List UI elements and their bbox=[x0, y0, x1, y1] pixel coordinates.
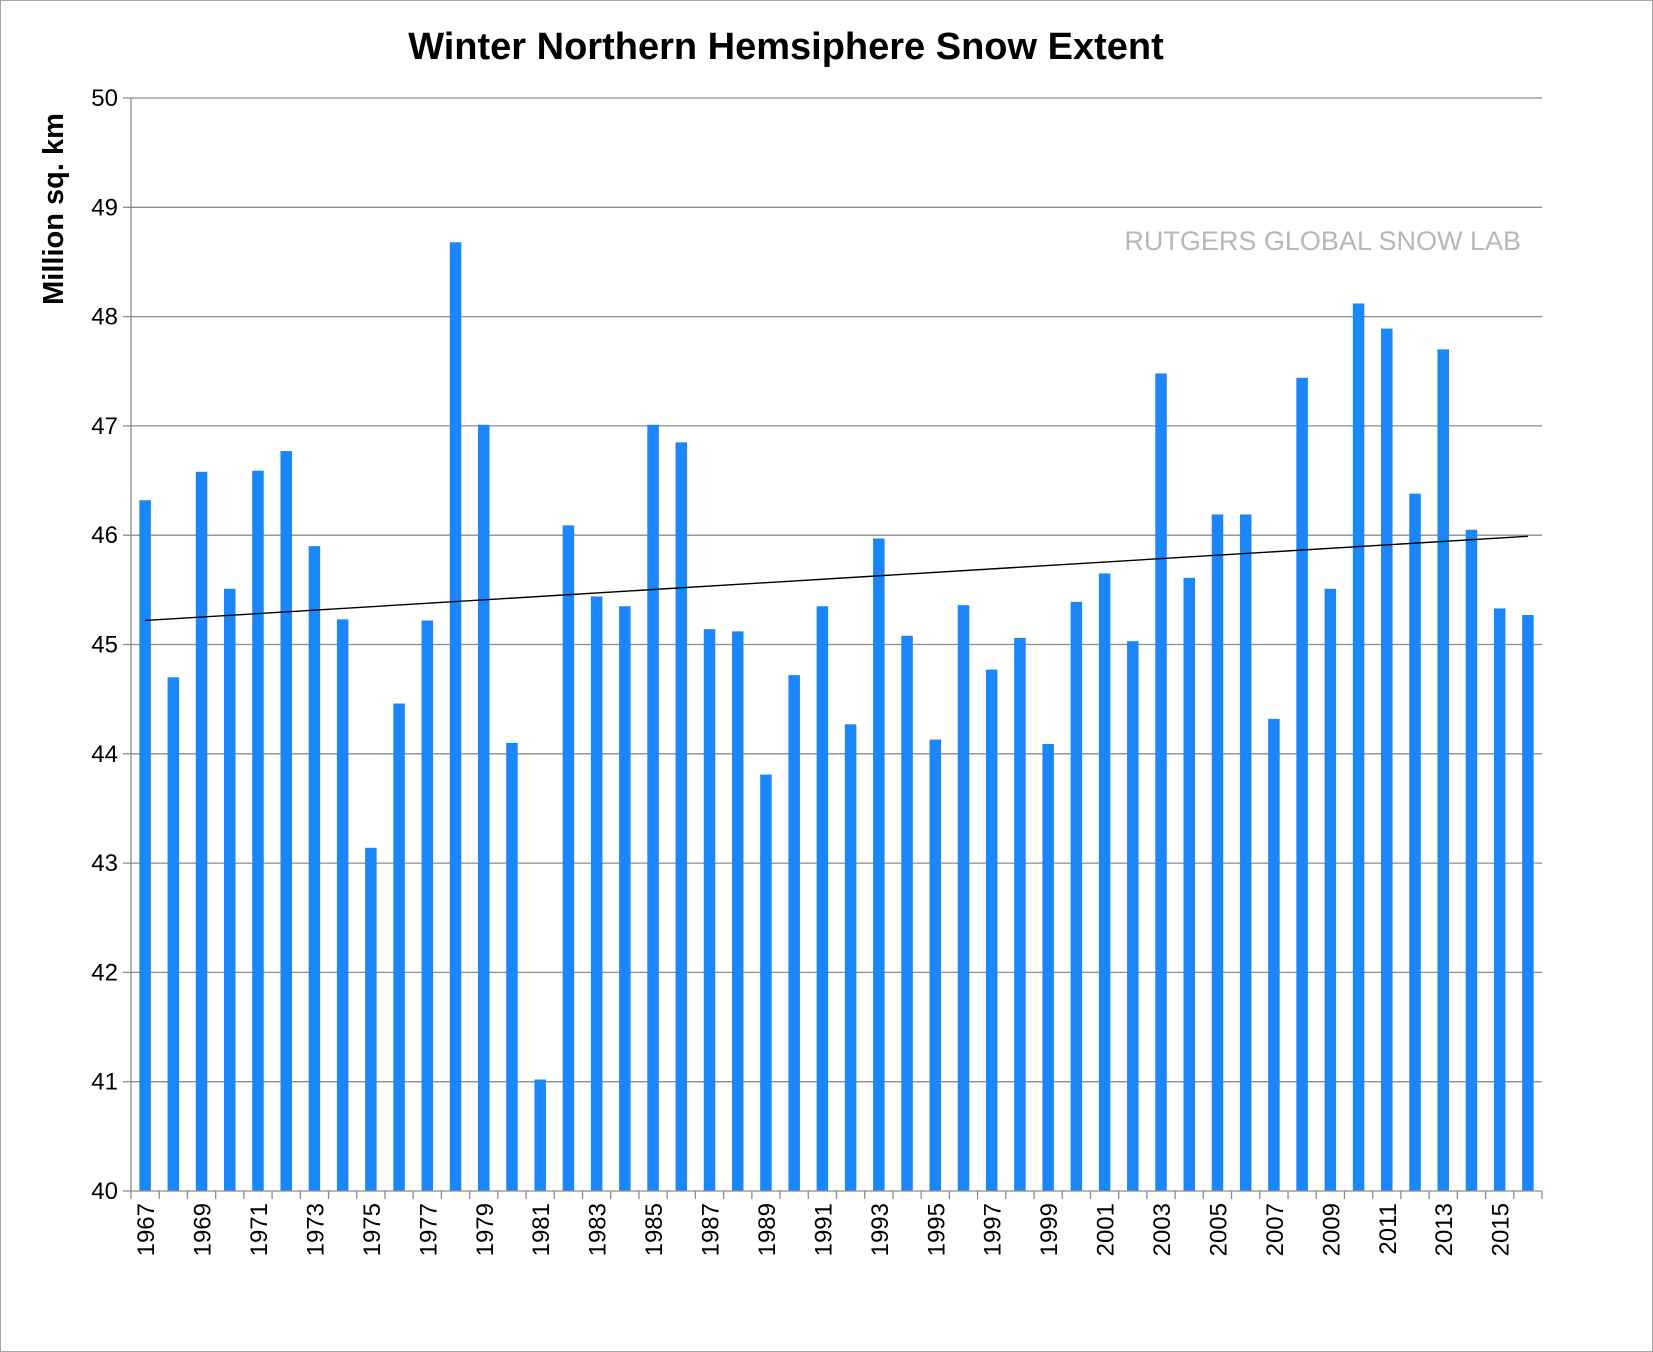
bar-2010 bbox=[1352, 303, 1365, 1191]
chart-title: Winter Northern Hemsiphere Snow Extent bbox=[408, 26, 1164, 68]
bar-1978 bbox=[449, 242, 462, 1191]
x-tick-label: 1979 bbox=[472, 1203, 499, 1256]
bar-1991 bbox=[816, 606, 829, 1191]
y-tick-labels: 40 41 42 43 44 45 46 47 48 49 50 bbox=[91, 85, 118, 1205]
bar-1989 bbox=[760, 774, 772, 1191]
bar-2014 bbox=[1465, 529, 1478, 1191]
x-tick-label: 1975 bbox=[359, 1203, 386, 1256]
bar-1990 bbox=[788, 675, 800, 1191]
bar-1992 bbox=[844, 724, 857, 1191]
bar-1987 bbox=[703, 629, 716, 1191]
bar-2001 bbox=[1098, 573, 1111, 1191]
bar-2007 bbox=[1268, 718, 1280, 1191]
bar-2011 bbox=[1381, 328, 1393, 1191]
x-tick-label: 2001 bbox=[1093, 1203, 1120, 1256]
bar-1988 bbox=[731, 631, 744, 1191]
bar-1982 bbox=[562, 525, 575, 1191]
bar-2009 bbox=[1324, 588, 1337, 1191]
bar-2015 bbox=[1493, 608, 1506, 1191]
y-tick-label: 45 bbox=[91, 632, 118, 659]
x-tick-label: 1987 bbox=[698, 1203, 725, 1256]
bars bbox=[139, 242, 1534, 1192]
bar-1997 bbox=[985, 669, 998, 1191]
y-tick-label: 50 bbox=[91, 85, 118, 112]
x-tick-label: 1993 bbox=[867, 1203, 894, 1256]
x-tick-label: 1967 bbox=[133, 1203, 160, 1256]
y-tick-label: 42 bbox=[91, 959, 118, 986]
x-tick-label: 1971 bbox=[246, 1203, 273, 1256]
y-tick-label: 47 bbox=[91, 413, 118, 440]
bar-1980 bbox=[506, 742, 518, 1191]
x-tick-label: 1981 bbox=[528, 1203, 555, 1256]
y-tick-label: 48 bbox=[91, 304, 118, 331]
x-tick-label: 1977 bbox=[415, 1203, 442, 1256]
bar-1999 bbox=[1042, 743, 1054, 1191]
x-tick-label: 2009 bbox=[1318, 1203, 1345, 1256]
bar-1981 bbox=[534, 1079, 546, 1191]
x-tick-label: 1973 bbox=[302, 1203, 329, 1256]
x-tick-labels: 1967 1969 1971 1973 1975 1977 1979 1981 1983 1985… bbox=[133, 1203, 1515, 1256]
x-tick-label: 1969 bbox=[190, 1203, 217, 1256]
y-tick-label: 43 bbox=[91, 850, 118, 877]
bar-1994 bbox=[901, 635, 913, 1191]
bar-1985 bbox=[647, 424, 659, 1191]
x-tick-label: 1991 bbox=[810, 1203, 837, 1256]
x-tick-label: 2005 bbox=[1205, 1203, 1232, 1256]
x-tick-label: 2013 bbox=[1431, 1203, 1458, 1256]
bar-1983 bbox=[590, 596, 603, 1191]
bar-2003 bbox=[1155, 373, 1167, 1191]
y-tick-label: 40 bbox=[91, 1178, 118, 1205]
x-tick-label: 1999 bbox=[1036, 1203, 1063, 1256]
y-tick-label: 49 bbox=[91, 194, 118, 221]
x-tick-label: 2015 bbox=[1488, 1203, 1515, 1256]
bar-1970 bbox=[224, 588, 236, 1191]
trendline bbox=[145, 535, 1528, 622]
y-tick-label: 44 bbox=[91, 741, 118, 768]
x-tick-label: 1997 bbox=[980, 1203, 1007, 1256]
bar-1974 bbox=[336, 619, 349, 1191]
bar-1972 bbox=[280, 451, 292, 1191]
bar-1968 bbox=[167, 677, 180, 1191]
bar-2004 bbox=[1183, 577, 1195, 1191]
x-tick-label: 1989 bbox=[754, 1203, 781, 1256]
trendline-group bbox=[145, 535, 1528, 622]
x-tick-label: 1995 bbox=[923, 1203, 950, 1256]
bar-1995 bbox=[929, 739, 942, 1191]
bar-1996 bbox=[957, 605, 970, 1191]
y-axis-label: Million sq. km bbox=[38, 113, 70, 305]
bar-1976 bbox=[393, 703, 405, 1191]
bar-2002 bbox=[1127, 641, 1139, 1191]
bar-2006 bbox=[1239, 514, 1252, 1191]
bar-1975 bbox=[365, 847, 377, 1191]
bar-1973 bbox=[308, 546, 321, 1191]
watermark-text: RUTGERS GLOBAL SNOW LAB bbox=[1124, 226, 1521, 256]
bar-2012 bbox=[1409, 493, 1421, 1191]
x-tick-label: 1985 bbox=[641, 1203, 668, 1256]
y-tick-label: 41 bbox=[91, 1069, 118, 1096]
bar-2000 bbox=[1070, 601, 1083, 1191]
bar-1993 bbox=[873, 538, 885, 1191]
x-tick-label: 2011 bbox=[1375, 1203, 1402, 1255]
bar-1984 bbox=[619, 606, 631, 1191]
bar-1969 bbox=[195, 471, 208, 1191]
bar-2016 bbox=[1522, 614, 1534, 1191]
bar-2005 bbox=[1211, 514, 1224, 1191]
bar-1998 bbox=[1014, 637, 1026, 1191]
bar-1979 bbox=[478, 424, 490, 1191]
bar-1977 bbox=[421, 620, 434, 1191]
bar-2008 bbox=[1296, 377, 1308, 1192]
bar-1967 bbox=[139, 500, 151, 1191]
x-tick-label: 2007 bbox=[1262, 1203, 1289, 1256]
x-tick-label: 1983 bbox=[585, 1203, 612, 1256]
bar-1986 bbox=[675, 442, 688, 1191]
bar-1971 bbox=[252, 470, 264, 1191]
bar-2013 bbox=[1437, 349, 1449, 1191]
y-tick-label: 46 bbox=[91, 522, 118, 549]
x-tick-label: 2003 bbox=[1149, 1203, 1176, 1256]
axes bbox=[130, 98, 1543, 1199]
